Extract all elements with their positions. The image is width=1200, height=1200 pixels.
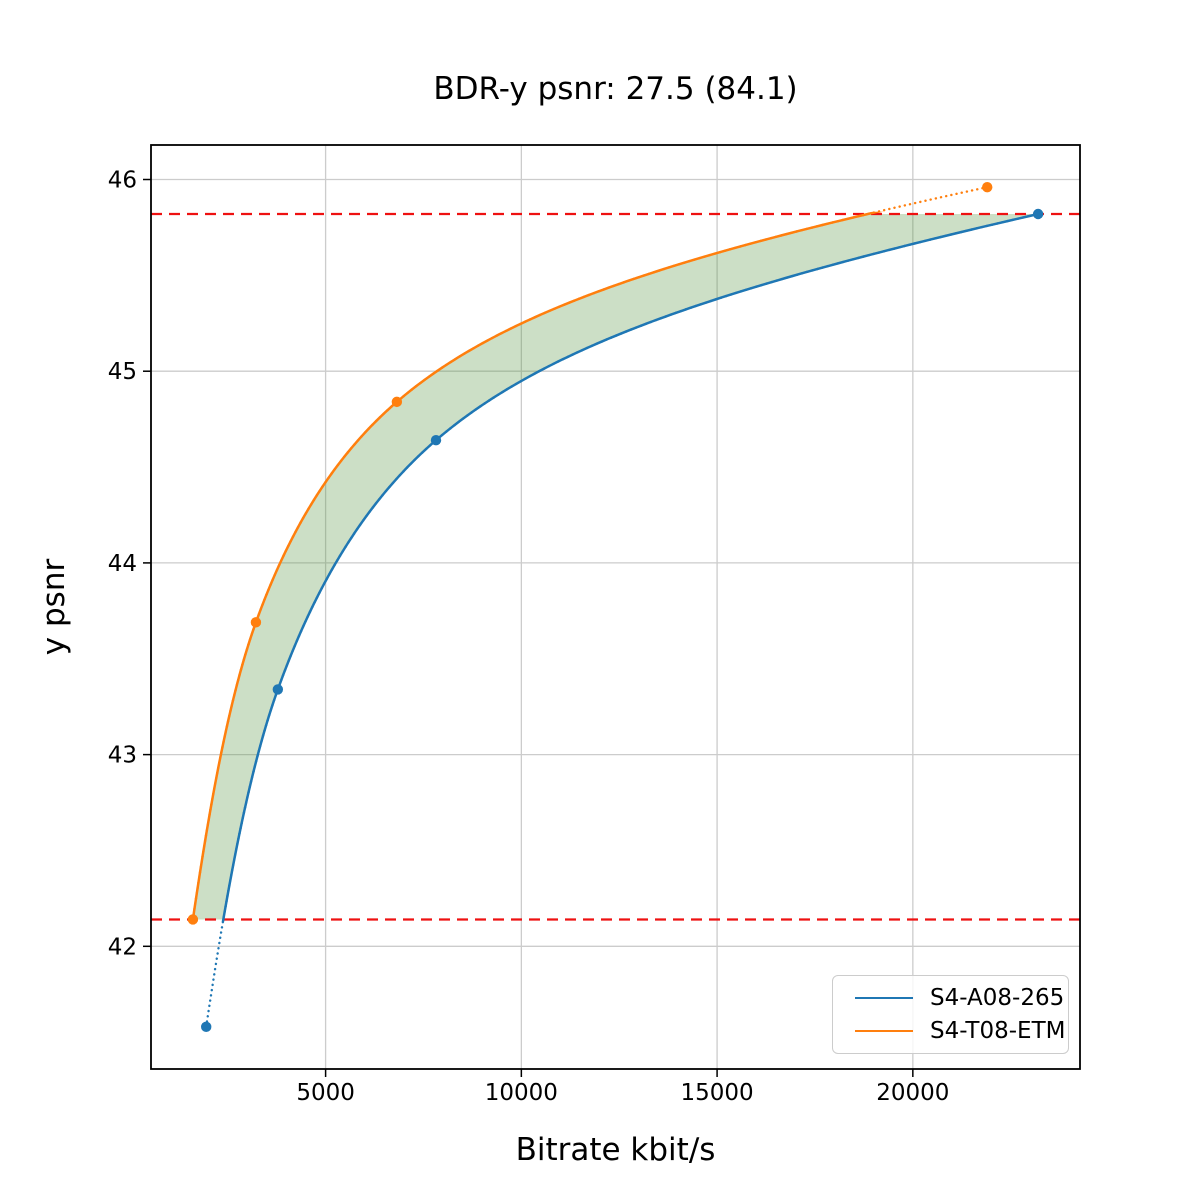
chart-title: BDR-y psnr: 27.5 (84.1) — [433, 71, 798, 107]
y-tick-label-44: 44 — [108, 551, 137, 577]
data-point-S4-A08-265 — [1032, 208, 1044, 220]
data-point-S4-T08-ETM — [982, 181, 993, 193]
legend-line-sample-blue — [855, 997, 913, 999]
tick-marks — [143, 178, 914, 1077]
x-axis-label: Bitrate kbit/s — [515, 1132, 716, 1168]
data-point-S4-T08-ETM — [187, 914, 199, 925]
x-tick-label-10000: 10000 — [485, 1080, 558, 1106]
data-point-S4-A08-265 — [430, 435, 442, 446]
data-point-S4-A08-265 — [201, 1021, 212, 1033]
tick-labels: 5000 10000 15000 20000 46 45 44 43 42 — [108, 168, 950, 1107]
series-curve-S4-T08-ETM — [191, 211, 883, 920]
y-tick-label-46: 46 — [108, 168, 137, 194]
legend-item-s4-t08-etm: S4-T08-ETM — [855, 1017, 1068, 1044]
axes-spines — [150, 144, 1081, 1070]
y-tick-label-43: 43 — [108, 743, 137, 769]
legend-line-sample-orange — [855, 1030, 913, 1032]
data-point-S4-T08-ETM — [250, 617, 262, 628]
series-curve-S4-A08-265 — [221, 212, 1039, 922]
legend: S4-A08-265 S4-T08-ETM — [832, 975, 1069, 1054]
data-point-S4-A08-265 — [272, 684, 284, 695]
data-point-S4-T08-ETM — [391, 396, 403, 408]
legend-label: S4-A08-265 — [930, 984, 1065, 1011]
x-tick-label-5000: 5000 — [296, 1080, 355, 1106]
x-tick-label-20000: 20000 — [876, 1080, 949, 1106]
x-tick-label-15000: 15000 — [681, 1080, 754, 1106]
bd-area-fill — [192, 214, 1039, 920]
legend-label: S4-T08-ETM — [930, 1017, 1066, 1044]
y-tick-label-42: 42 — [108, 934, 137, 960]
gridlines — [151, 145, 1080, 1069]
legend-item-s4-a08-265: S4-A08-265 — [855, 984, 1068, 1011]
y-tick-label-45: 45 — [108, 359, 137, 385]
